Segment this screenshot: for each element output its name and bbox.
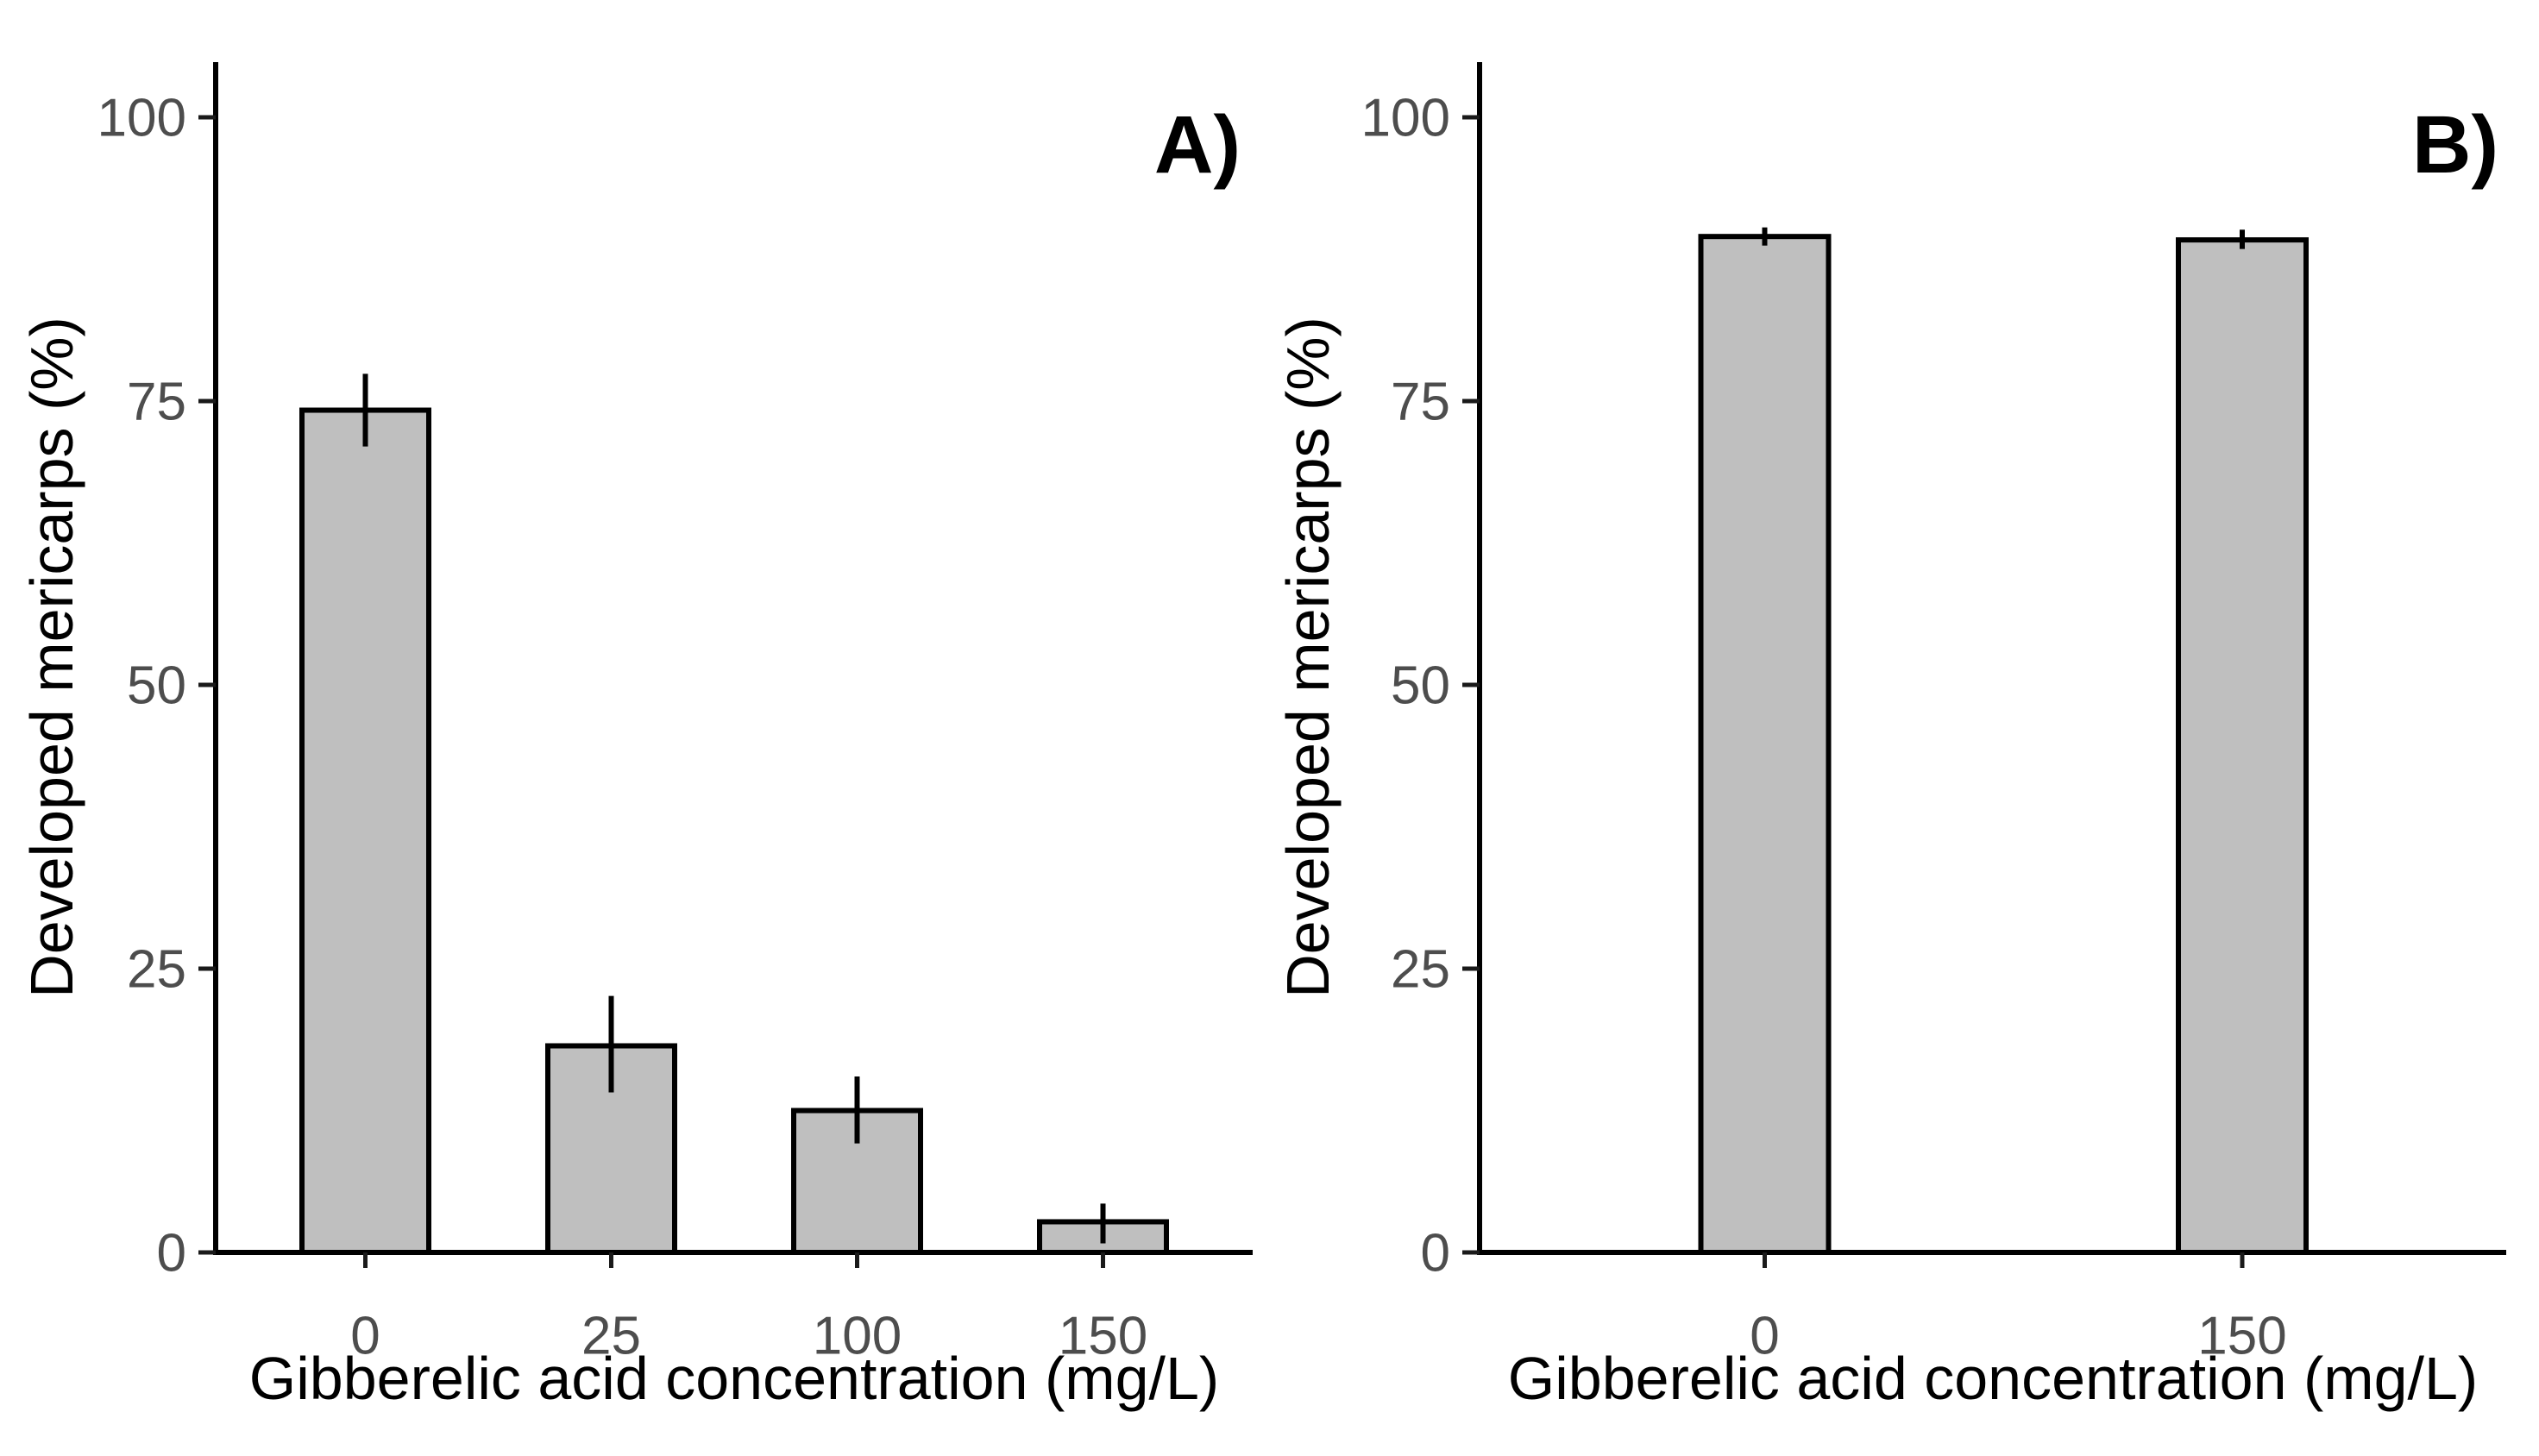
x-axis-title: Gibberelic acid concentration (mg/L) (249, 1345, 1219, 1412)
y-tick-label: 50 (1391, 656, 1450, 716)
y-tick-label: 25 (1391, 940, 1450, 1000)
x-tick-label: 0 (350, 1307, 380, 1366)
x-tick-label: 25 (581, 1307, 641, 1366)
x-tick-label: 150 (1059, 1307, 1147, 1366)
y-tick-label: 100 (97, 89, 186, 148)
y-tick-label: 100 (1361, 89, 1450, 148)
x-tick-label: 150 (2197, 1307, 2286, 1366)
bar (2176, 237, 2309, 1255)
y-tick-label: 75 (127, 373, 186, 432)
x-axis-title: Gibberelic acid concentration (mg/L) (1508, 1345, 2478, 1412)
y-axis-title: Developed mericarps (%) (1274, 317, 1342, 998)
y-axis-title: Developed mericarps (%) (18, 317, 85, 998)
panel-label: A) (1154, 99, 1241, 191)
y-tick-label: 0 (157, 1224, 186, 1283)
y-tick-label: 50 (127, 656, 186, 716)
x-tick-label: 0 (1750, 1307, 1779, 1366)
bar (1698, 234, 1832, 1255)
bar (299, 407, 431, 1255)
x-tick-label: 100 (813, 1307, 902, 1366)
y-tick-label: 75 (1391, 373, 1450, 432)
panel-label: B) (2412, 99, 2498, 191)
y-tick-label: 25 (127, 940, 186, 1000)
y-tick-label: 0 (1421, 1224, 1450, 1283)
